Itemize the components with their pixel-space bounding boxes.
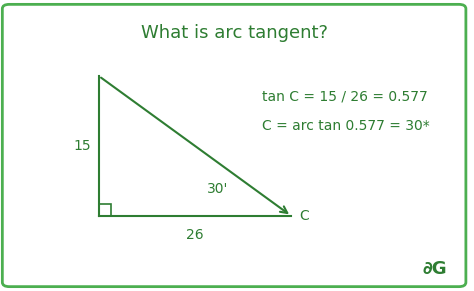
Text: 15: 15 <box>73 139 91 153</box>
Text: What is arc tangent?: What is arc tangent? <box>141 24 328 42</box>
Text: C: C <box>299 209 309 223</box>
Text: tan C = 15 / 26 = 0.577: tan C = 15 / 26 = 0.577 <box>262 89 428 103</box>
FancyBboxPatch shape <box>2 4 466 287</box>
Bar <box>99 204 110 216</box>
Text: ∂G: ∂G <box>422 260 447 278</box>
Text: 30': 30' <box>207 182 228 196</box>
Text: C = arc tan 0.577 = 30*: C = arc tan 0.577 = 30* <box>262 119 429 133</box>
Text: 26: 26 <box>186 228 204 242</box>
